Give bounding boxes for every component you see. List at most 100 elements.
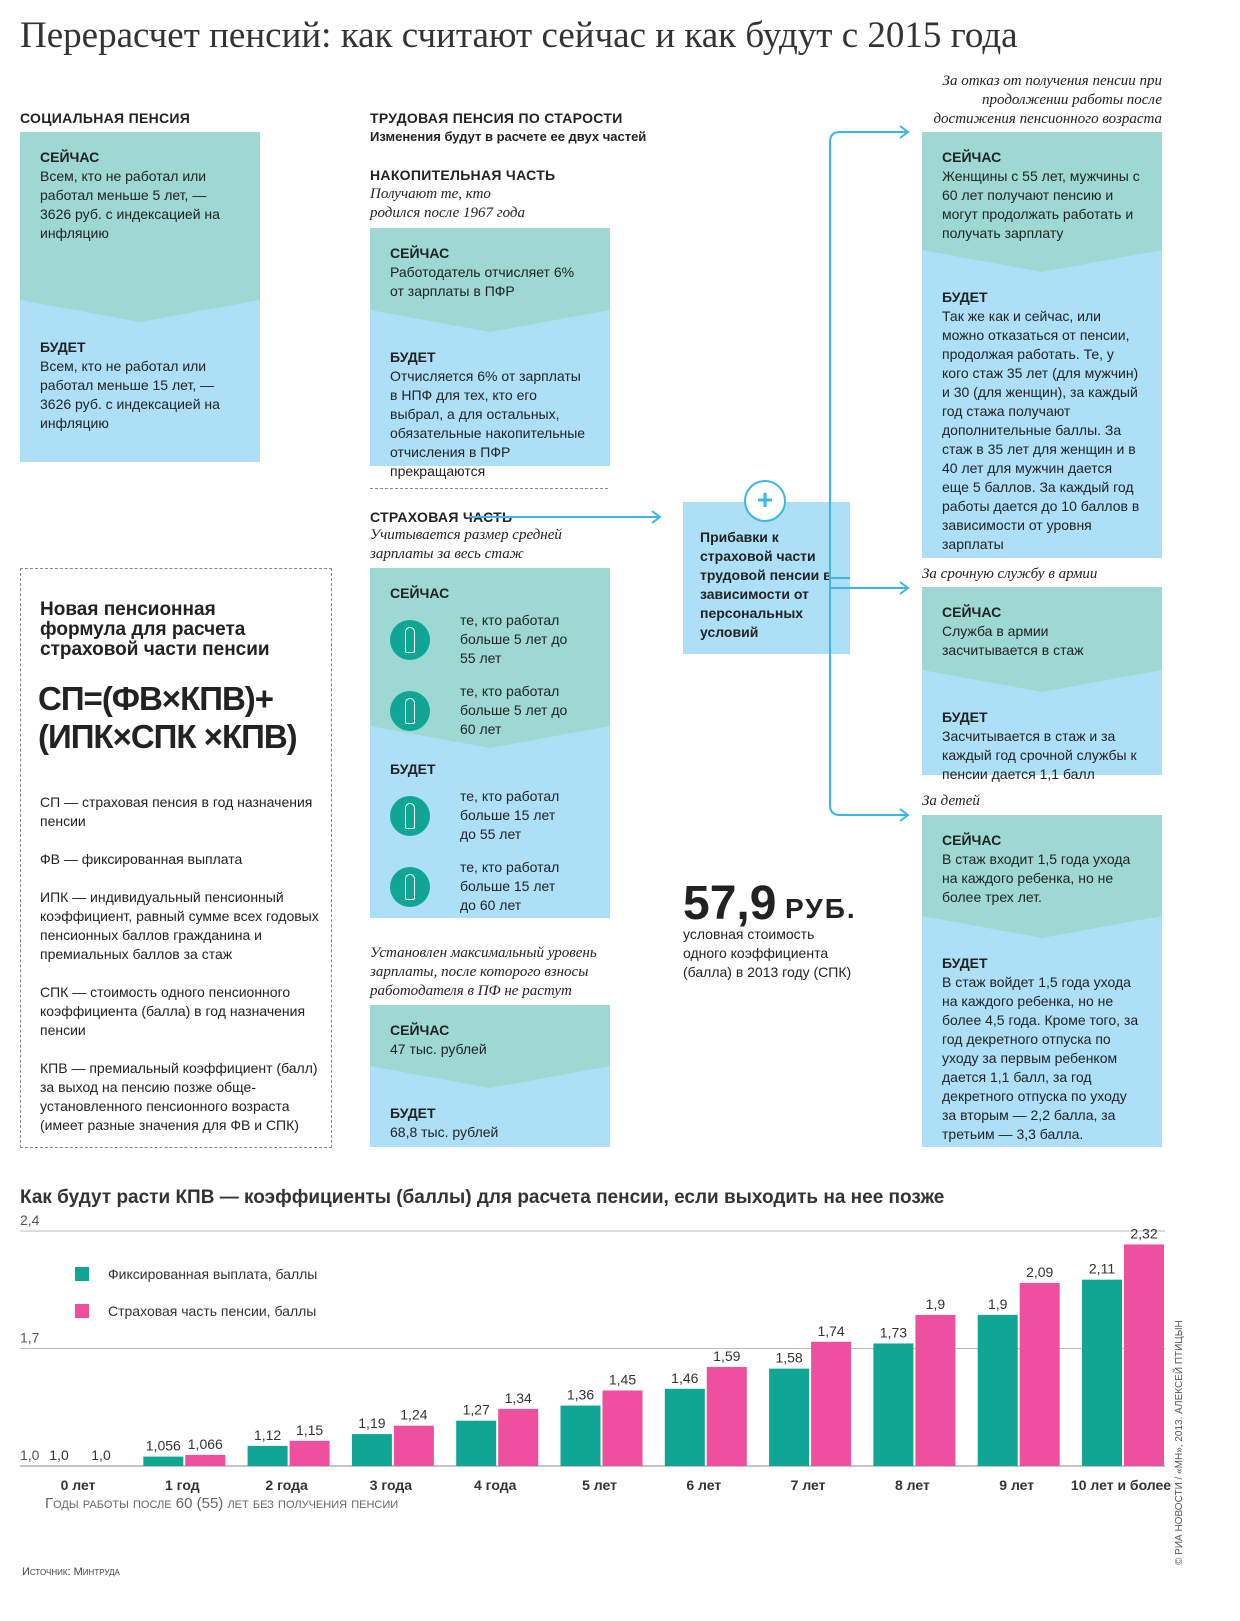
bar [1019, 1283, 1060, 1466]
value-label: 1,066 [188, 1436, 223, 1452]
label: БУДЕТ [942, 955, 988, 971]
bar [498, 1408, 539, 1466]
future-box: БУДЕТ Так же как и сейчас, или можно отка… [922, 250, 1162, 558]
x-tick-label: 8 лет [895, 1477, 930, 1493]
text: Так же как и сейчас, или можно отказатьс… [942, 308, 1140, 552]
text: В стаж входит 1,5 года ухода на каждого … [942, 851, 1131, 905]
note: Получают те, кто родился после 1967 года [370, 186, 525, 221]
arrow [470, 510, 662, 524]
text: Работодатель отчисляет 6% от зарплаты в … [390, 264, 575, 299]
heading: СОЦИАЛЬНАЯ ПЕНСИЯ [20, 110, 191, 126]
bar [915, 1314, 956, 1466]
x-tick-label: 7 лет [791, 1477, 826, 1493]
formula: (ИПК×СПК ×КПВ) [38, 718, 298, 755]
item: те, кто работал больше 15 лет до 55 лет [390, 787, 590, 844]
formula: СП=(ФВ×КПВ)+ [38, 680, 274, 717]
value-label: 1,74 [817, 1323, 844, 1339]
panel: СЕЙЧАС Всем, кто не работал или работал м… [20, 132, 260, 462]
label: СЕЙЧАС [942, 832, 1002, 848]
x-axis-label: Годы работы после 60 (55) лет без получе… [45, 1495, 398, 1512]
text: 47 тыс. рублей [390, 1041, 487, 1057]
title: Перерасчет пенсий: как считают сейчас и … [20, 15, 1018, 56]
icon-man [390, 866, 430, 907]
heading: СТРАХОВАЯ ЧАСТЬ [370, 509, 513, 525]
definition: ИПК — индивидуальный пенсионный коэффици… [40, 889, 319, 962]
label: СЕЙЧАС [942, 604, 1002, 620]
value-label: 2,11 [1089, 1261, 1115, 1277]
value-label: 1,58 [775, 1350, 802, 1366]
value-label: 1,0 [91, 1447, 111, 1463]
bar [811, 1341, 852, 1466]
now-box: СЕЙЧАС Работодатель отчисляет 6% от зарпл… [370, 228, 610, 332]
legend-label: Страховая часть пенсии, баллы [108, 1303, 316, 1319]
bar [1124, 1244, 1164, 1466]
label: СЕЙЧАС [390, 1022, 450, 1038]
text: Засчитывается в стаж и за каждый год сро… [942, 728, 1137, 782]
value-label: 1,9 [926, 1296, 946, 1312]
heading: ТРУДОВАЯ ПЕНСИЯ ПО СТАРОСТИ [370, 110, 623, 126]
future-box: БУДЕТ Отчисляется 6% от зарплаты в НПФ дл… [370, 310, 610, 479]
text: Отчисляется 6% от зарплаты в НПФ для тех… [390, 368, 586, 479]
divider [370, 488, 608, 489]
panel: СЕЙЧАС Служба в армии засчитывается в ста… [922, 587, 1162, 782]
text: Служба в армии засчитывается в стаж [942, 623, 1084, 658]
definition: СПК — стоимость одного пенсионного коэфф… [40, 984, 306, 1038]
bonus-text: Прибавки к страховой части трудовой пенс… [700, 529, 832, 640]
spk-unit: РУБ. [785, 893, 857, 924]
icon-woman [390, 795, 430, 836]
x-tick-label: 0 лет [61, 1477, 96, 1493]
value-label: 1,12 [254, 1427, 281, 1443]
arrow [829, 588, 910, 822]
legend-swatch [75, 1304, 89, 1318]
note: Учитывается размер средней зарплаты за в… [370, 527, 562, 562]
text: те, кто работал больше 5 лет до 55 лет [460, 612, 568, 666]
text: Всем, кто не работал или работал меньше … [40, 358, 220, 431]
legend-label: Фиксированная выплата, баллы [108, 1266, 317, 1282]
bonus-box [683, 502, 850, 654]
value-label: 1,45 [609, 1371, 636, 1387]
spk-value: 57,9 [683, 877, 777, 930]
credit: © РИА НОВОСТИ / «МН», 2013. АЛЕКСЕЙ ПТИЦ… [1172, 1320, 1185, 1565]
formula-box [20, 568, 332, 1148]
value-label: 2,32 [1130, 1225, 1157, 1241]
text: Женщины с 55 лет, мужчины с 60 лет получ… [942, 168, 1140, 241]
value-label: 1,36 [567, 1387, 594, 1403]
legend-swatch [75, 1267, 89, 1281]
label: СЕЙЧАС [942, 149, 1002, 165]
text: те, кто работал больше 15 лет до 55 лет [460, 788, 560, 842]
caption: За детей [922, 793, 980, 809]
panel: СЕЙЧАС В стаж входит 1,5 года ухода на ка… [922, 815, 1162, 1147]
label: БУДЕТ [942, 709, 988, 725]
x-tick-label: 3 года [370, 1477, 413, 1493]
label: БУДЕТ [390, 349, 436, 365]
x-tick-label: 9 лет [999, 1477, 1034, 1493]
x-tick-label: 6 лет [686, 1477, 721, 1493]
bar [247, 1445, 288, 1466]
bar [706, 1366, 747, 1466]
future-box: БУДЕТ Засчитывается в стаж и за каждый го… [922, 670, 1162, 782]
source: Источник: Минтруда [22, 1566, 121, 1578]
x-tick-label: 2 года [265, 1477, 308, 1493]
definition: КПВ — премиальный коэффициент (балл) за … [40, 1060, 318, 1133]
bar [664, 1388, 705, 1466]
bar [560, 1405, 601, 1466]
panel: СЕЙЧАС Работодатель отчисляет 6% от зарпл… [370, 228, 610, 479]
label: СЕЙЧАС [390, 245, 450, 261]
arrows [470, 125, 910, 822]
panel: СЕЙЧАС те, кто работал больше 5 лет до 5… [370, 568, 610, 918]
value-label: 1,59 [713, 1348, 740, 1364]
caption: За отказ от получения пенсии при продолж… [933, 73, 1162, 127]
text: 68,8 тыс. рублей [390, 1124, 499, 1140]
plus-icon: + [744, 480, 786, 522]
future-box: БУДЕТ В стаж войдет 1,5 года ухода на каж… [922, 916, 1162, 1147]
value-label: 1,0 [49, 1447, 69, 1463]
now-box: СЕЙЧАС Всем, кто не работал или работал м… [20, 132, 260, 322]
heading: НАКОПИТЕЛЬНАЯ ЧАСТЬ [370, 167, 556, 183]
value-label: 2,09 [1026, 1264, 1053, 1280]
y-tick-label: 2,4 [20, 1212, 40, 1228]
label: БУДЕТ [390, 761, 436, 777]
value-label: 1,056 [146, 1438, 181, 1454]
now-box: СЕЙЧАС те, кто работал больше 5 лет до 5… [370, 568, 610, 748]
